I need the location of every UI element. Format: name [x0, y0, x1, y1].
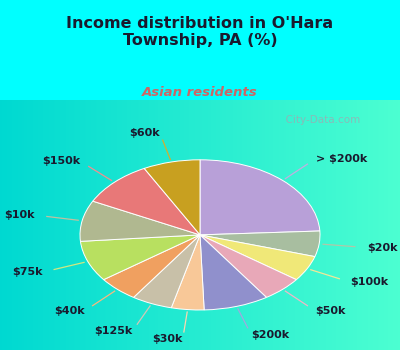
Wedge shape: [200, 235, 266, 310]
Text: > $200k: > $200k: [316, 154, 367, 164]
Text: $150k: $150k: [42, 156, 80, 166]
Text: $10k: $10k: [4, 210, 35, 220]
Text: Income distribution in O'Hara
Township, PA (%): Income distribution in O'Hara Township, …: [66, 16, 334, 48]
Wedge shape: [93, 168, 200, 235]
Wedge shape: [80, 235, 200, 280]
Text: Asian residents: Asian residents: [142, 86, 258, 99]
Text: $100k: $100k: [350, 277, 388, 287]
Wedge shape: [200, 235, 315, 280]
Text: City-Data.com: City-Data.com: [279, 115, 361, 125]
Wedge shape: [171, 235, 204, 310]
Wedge shape: [144, 160, 200, 235]
Text: $50k: $50k: [316, 306, 346, 316]
Text: $40k: $40k: [54, 306, 84, 316]
Wedge shape: [80, 201, 200, 241]
Text: $60k: $60k: [129, 128, 160, 138]
Wedge shape: [134, 235, 200, 308]
Text: $30k: $30k: [152, 335, 183, 344]
Text: $20k: $20k: [367, 243, 397, 253]
Wedge shape: [104, 235, 200, 298]
Text: $75k: $75k: [12, 267, 43, 277]
Wedge shape: [200, 160, 320, 235]
Wedge shape: [200, 231, 320, 257]
Wedge shape: [200, 235, 296, 298]
Text: $200k: $200k: [251, 330, 290, 340]
Text: $125k: $125k: [94, 326, 132, 336]
